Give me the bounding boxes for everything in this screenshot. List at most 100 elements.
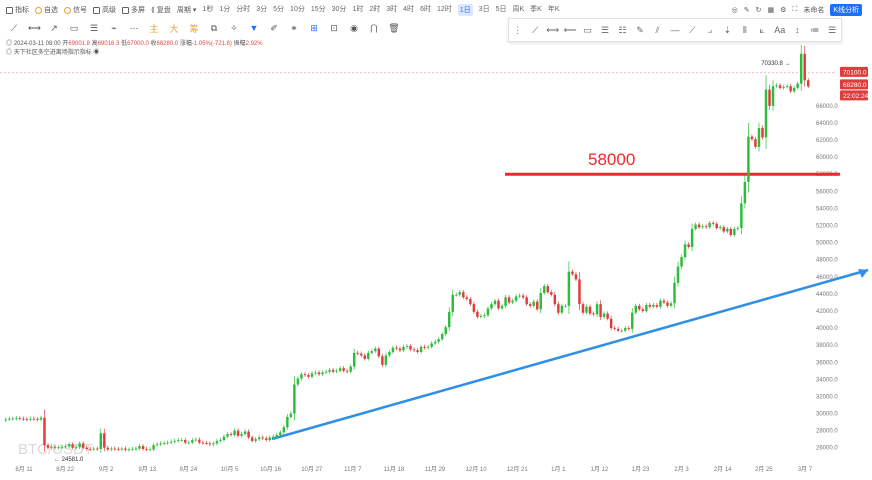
multi-screen-button[interactable]: 多屏	[122, 5, 145, 15]
big-icon[interactable]: 大	[169, 23, 179, 34]
period-dropdown[interactable]: 周期 ▾	[177, 5, 197, 15]
rectangle-icon[interactable]: ▭	[583, 24, 592, 35]
period-10[interactable]: 3时	[386, 6, 398, 13]
candle-body	[113, 448, 117, 450]
fund-icon[interactable]: 筹	[189, 23, 199, 34]
link-icon[interactable]: ⚭	[290, 22, 298, 33]
ray-icon[interactable]: ↗	[50, 22, 58, 33]
compare-icon[interactable]: ⊞	[310, 22, 318, 33]
indicator-button[interactable]: 指标	[6, 5, 29, 15]
candle-body	[437, 339, 440, 342]
period-0[interactable]: 1秒	[202, 6, 214, 13]
period-17[interactable]: 周K	[512, 6, 525, 13]
layout-name[interactable]: 未命名	[803, 7, 825, 14]
refresh-icon[interactable]: ↻	[755, 7, 762, 14]
replay-icon: ⟪	[151, 7, 155, 14]
cursor-icon[interactable]: ⟋	[10, 22, 18, 33]
candle-body	[666, 302, 669, 306]
ray-line-icon[interactable]: ⟵	[563, 24, 577, 35]
main-chart-icon[interactable]: 主	[149, 23, 159, 34]
period-1[interactable]: 1分	[219, 6, 231, 13]
fan-icon[interactable]: ⟓	[707, 24, 713, 35]
period-9[interactable]: 2时	[369, 6, 381, 13]
measure-icon[interactable]: ⟀	[759, 24, 765, 35]
pen-icon[interactable]: ✎	[743, 7, 750, 14]
level-label: 58000	[588, 150, 635, 169]
fullscreen-icon[interactable]: ⛶	[792, 6, 798, 13]
period-3[interactable]: 3分	[256, 6, 268, 13]
candle-body	[176, 440, 180, 441]
eye-icon[interactable]: ◉	[93, 50, 100, 56]
magnet-icon[interactable]: ⋂	[370, 22, 378, 33]
period-7[interactable]: 30分	[331, 6, 347, 13]
magic-icon[interactable]: ✧	[230, 22, 238, 33]
period-12[interactable]: 6时	[420, 6, 431, 13]
trash-icon[interactable]: 🗑	[388, 22, 400, 33]
eye-icon[interactable]: ◉	[350, 22, 358, 33]
vertical-icon[interactable]: ↕	[794, 25, 800, 35]
candle-body	[504, 297, 507, 306]
candle-body	[29, 418, 32, 420]
pencil-icon[interactable]: ✎	[636, 24, 644, 35]
hline-icon[interactable]: ⟷	[28, 22, 41, 33]
brush-icon[interactable]: ✐	[270, 22, 278, 33]
period-14[interactable]: 1日	[457, 4, 473, 16]
copy-icon[interactable]: ⧉	[210, 22, 218, 33]
period-8[interactable]: 1时	[352, 6, 364, 13]
list-icon[interactable]: ≔	[810, 24, 820, 35]
period-16[interactable]: 5日	[495, 6, 507, 13]
drawing-tools-panel: ⋮ ⟋ ⟷ ⟵ ▭ ☰ ☷ ✎ ⫽ — ⟋ ⟓ ⇣ ⦀ ⟀ Aa ↕ ≔ ☰	[508, 18, 842, 42]
arrow-icon[interactable]: ⇣	[723, 24, 732, 35]
more-icon[interactable]: ⋯	[129, 22, 139, 33]
period-6[interactable]: 15分	[310, 6, 326, 13]
candle-body	[205, 443, 208, 444]
path-icon[interactable]: ⌁	[111, 22, 117, 33]
period-2[interactable]: 分时	[236, 6, 251, 13]
candle-body	[423, 346, 426, 348]
lock-icon[interactable]: ⊡	[330, 22, 338, 33]
candle-body	[796, 83, 799, 88]
rect-icon[interactable]: ▭	[69, 22, 79, 33]
parallel-icon[interactable]: ☰	[601, 24, 610, 35]
star-icon	[35, 6, 42, 14]
diagonal-icon[interactable]: ⟋	[689, 24, 696, 35]
period-15[interactable]: 3日	[478, 6, 490, 13]
candle-body	[233, 430, 236, 435]
candle-body	[673, 282, 676, 304]
x-tick-label: 9月 24	[180, 466, 198, 473]
layout-icon[interactable]: ▦	[767, 7, 775, 14]
menu-icon[interactable]: ☰	[828, 24, 837, 35]
horizontal-line-icon[interactable]: ⟷	[546, 24, 560, 35]
fib-icon[interactable]: ☷	[618, 24, 627, 35]
period-4[interactable]: 5分	[273, 6, 285, 13]
channel-icon[interactable]: ☰	[89, 22, 99, 33]
period-13[interactable]: 12时	[436, 6, 452, 13]
period-19[interactable]: 年K	[547, 6, 560, 13]
favorite-button[interactable]: 自选	[35, 5, 58, 15]
signal-button[interactable]: 信号	[64, 5, 87, 15]
advanced-button[interactable]: 高级	[93, 5, 116, 15]
kline-analysis-button[interactable]: K线分析	[830, 4, 862, 16]
bookmark-icon[interactable]: ▼	[249, 23, 259, 33]
camera-icon[interactable]: ◎	[731, 7, 738, 14]
trend-line-icon[interactable]: ⟋	[532, 24, 539, 35]
period-11[interactable]: 4时	[403, 6, 415, 13]
drag-handle-icon[interactable]: ⋮	[513, 24, 523, 35]
indicator-toggle-icon[interactable]: ◎	[6, 50, 13, 56]
candle-body	[764, 89, 768, 138]
replay-button[interactable]: ⟪ 复盘	[151, 5, 171, 15]
x-tick-label: 11月 7	[344, 466, 362, 473]
gear-icon[interactable]: ⚙	[780, 7, 787, 14]
period-5[interactable]: 10分	[290, 6, 305, 13]
candle-body	[528, 304, 532, 306]
bars-icon[interactable]: ⦀	[742, 24, 747, 35]
candle-body	[240, 434, 243, 436]
text-icon[interactable]: Aa	[774, 25, 786, 35]
candle-body	[747, 136, 750, 182]
candle-body	[67, 444, 71, 447]
period-18[interactable]: 季K	[530, 6, 542, 13]
double-line-icon[interactable]: ⫽	[655, 24, 660, 35]
segment-icon[interactable]: —	[670, 25, 680, 35]
y-tick-label: 60000.0	[816, 155, 838, 161]
